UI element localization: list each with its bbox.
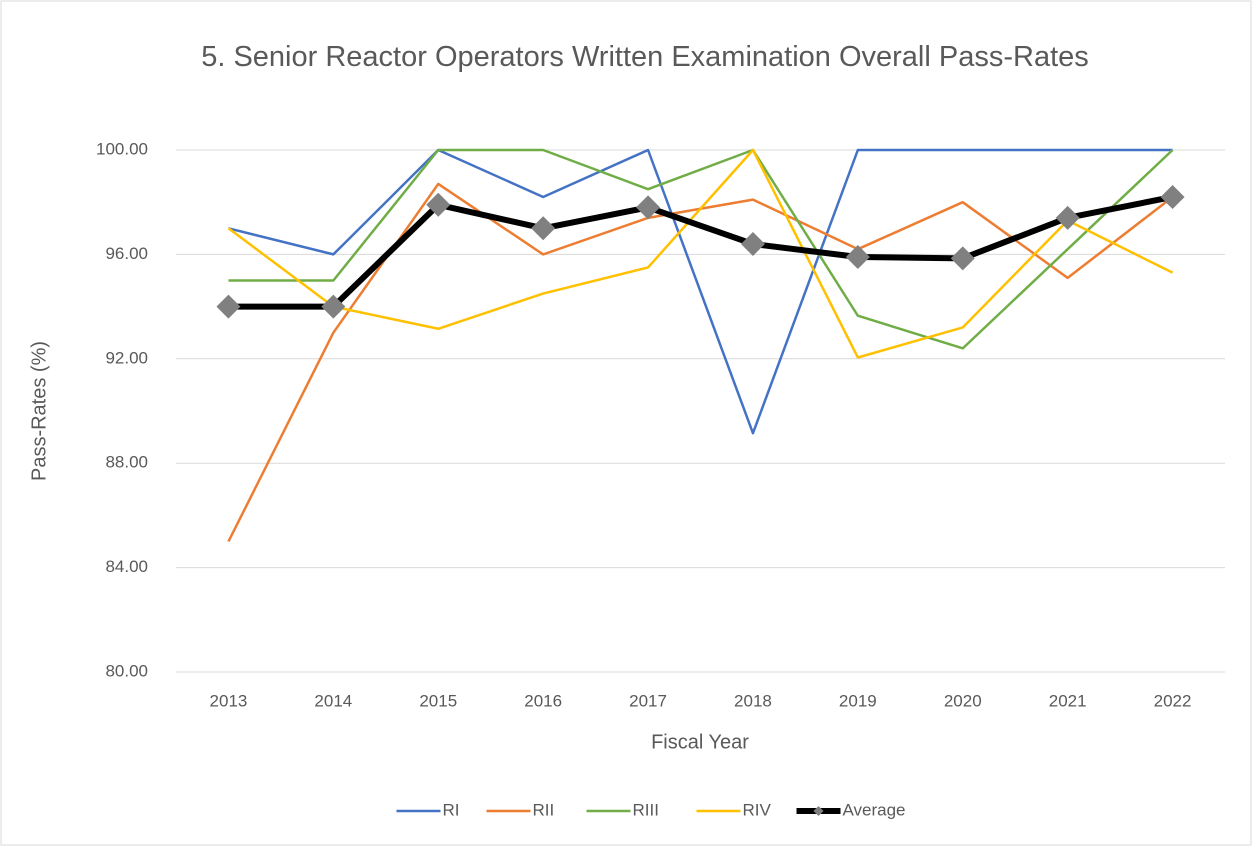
x-tick-label: 2013 (210, 691, 248, 710)
legend-marker (813, 806, 824, 816)
marker (1055, 205, 1080, 230)
x-tick-label: 2021 (1049, 691, 1087, 710)
y-tick-label: 100.00 (96, 139, 148, 158)
marker (740, 231, 765, 256)
legend-label: RIV (743, 800, 772, 819)
series-line (228, 194, 1174, 310)
x-tick-label: 2016 (524, 691, 562, 710)
y-tick-label: 92.00 (105, 348, 148, 367)
marker (321, 294, 346, 319)
x-tick-label: 2018 (734, 691, 772, 710)
x-axis-label: Fiscal Year (651, 731, 749, 753)
legend-label: RIII (633, 800, 659, 819)
marker (845, 245, 870, 270)
y-tick-label: 96.00 (105, 244, 148, 263)
x-tick-label: 2015 (419, 691, 457, 710)
y-axis-label: Pass-Rates (%) (28, 341, 50, 481)
marker (636, 195, 661, 220)
marker (426, 192, 451, 217)
x-tick-label: 2014 (314, 691, 352, 710)
y-tick-label: 84.00 (105, 557, 148, 576)
x-tick-label: 2022 (1154, 691, 1192, 710)
x-tick-label: 2020 (944, 691, 982, 710)
series-line (228, 148, 1174, 350)
marker (216, 294, 241, 319)
y-tick-label: 88.00 (105, 453, 148, 472)
x-tick-label: 2017 (629, 691, 667, 710)
marker (1160, 184, 1185, 209)
marker (531, 216, 556, 241)
legend-label: RII (533, 800, 555, 819)
series-line (228, 148, 1173, 435)
series-line (227, 148, 1174, 359)
chart-title: 5. Senior Reactor Operators Written Exam… (201, 41, 1089, 73)
legend-label: RI (443, 800, 460, 819)
x-tick-label: 2019 (839, 691, 877, 710)
y-tick-label: 80.00 (105, 661, 148, 680)
marker (950, 246, 975, 271)
legend-label: Average (843, 800, 906, 819)
